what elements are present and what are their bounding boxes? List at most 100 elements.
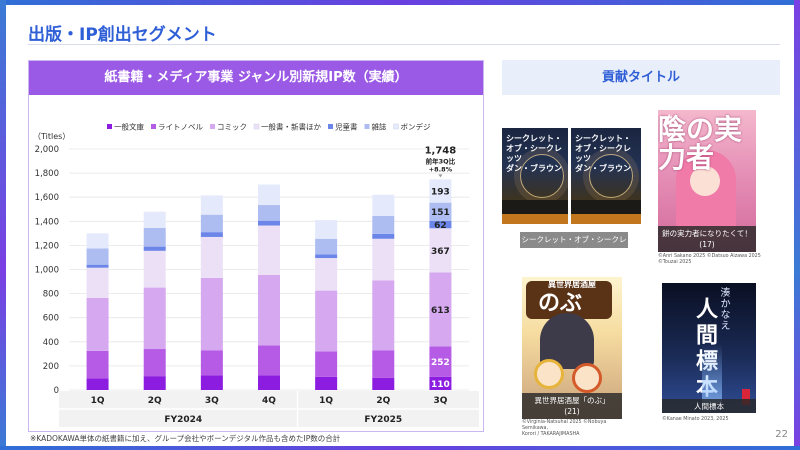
stacked-bar-chart: （Titles） 0 200 400 600 800 1,000 1,200 1,400 1,60… <box>33 122 479 427</box>
credit-eminence: ©Anri Sakano 2025 ©Datsuo Aizawa 2025 ©T… <box>658 254 761 265</box>
book-cover-eminence: 陰の実力者 たい 餅の実力者になりたくて！ (17) <box>658 110 756 252</box>
book-cover-ningen-hyouhon: 湊かなえ 人間標本 人間標本 <box>662 283 756 413</box>
growth-label-line2: +8.8% <box>429 165 453 173</box>
page-number: 22 <box>775 429 788 440</box>
bar-segment <box>372 238 395 281</box>
bar-segment <box>200 350 223 376</box>
character-face <box>690 166 720 196</box>
bar-segment <box>429 272 452 347</box>
bar-segment <box>372 377 395 390</box>
bar-segment <box>200 232 223 237</box>
y-tick-label: 600 <box>43 314 59 324</box>
bar-segment <box>315 238 338 255</box>
y-tick-label: 1,800 <box>35 169 59 179</box>
bar-segment <box>429 346 452 377</box>
y-tick-label: 400 <box>43 338 59 348</box>
legend-label: 一般文庫 <box>114 122 144 132</box>
x-tick-label: 1Q <box>91 396 105 406</box>
legend-swatch <box>364 124 370 129</box>
cover-top-title: 異世界居酒屋 <box>548 280 596 289</box>
book-cover-secret-of-secrets-b: シークレット・オブ・シークレッツ ダン・ブラウン <box>571 128 641 224</box>
data-label: 252 <box>431 358 450 368</box>
bar-segment <box>86 297 109 351</box>
y-tick-label: 1,200 <box>35 241 59 251</box>
y-tick-label: 1,600 <box>35 193 59 203</box>
bar-segment <box>86 248 109 265</box>
y-tick-label: 0 <box>54 386 59 396</box>
total-label: 1,748 <box>425 145 457 156</box>
caption-eminence: 餅の実力者になりたくて！ (17) <box>658 226 756 252</box>
bar-segment <box>143 227 166 247</box>
bar-segment <box>315 258 338 291</box>
bar-segment <box>86 378 109 390</box>
bar-segment <box>258 274 280 346</box>
y-tick-label: 1,000 <box>35 266 59 276</box>
bar-segment <box>86 264 109 268</box>
cover-logo: のぶ <box>538 291 583 316</box>
legend-label: ボンデジ <box>401 122 431 132</box>
growth-arrow <box>438 174 443 178</box>
cover-big-title: 陰の実力者 <box>658 113 743 174</box>
glow-motif <box>502 214 568 224</box>
legend-swatch <box>393 123 399 130</box>
credit-nobu: ©Virginia-Natsuhal 2025 ©Nobuya Semikawa… <box>522 420 607 437</box>
bar-segment <box>143 246 166 251</box>
bar-segment <box>372 194 395 216</box>
y-tick-label: 800 <box>43 290 59 300</box>
bar-segment <box>258 225 280 275</box>
bar-segment <box>200 195 223 215</box>
bar-segment <box>258 345 280 376</box>
bar-segment <box>429 179 452 203</box>
x-tick-label: 3Q <box>433 396 447 406</box>
x-group-label: FY2024 <box>164 415 202 425</box>
left-accent-bar <box>0 0 6 450</box>
y-tick-label: 2,000 <box>35 145 59 155</box>
character-face-left <box>534 359 564 389</box>
cover-author: 湊かなえ <box>718 287 729 331</box>
bar-segment <box>372 350 395 378</box>
light-beam-motif <box>702 343 722 403</box>
bar-segment <box>315 220 338 239</box>
y-tick-label: 200 <box>43 362 59 372</box>
legend-label: 児童書 <box>335 122 358 132</box>
bar-segment <box>200 375 223 390</box>
x-tick-label: 1Q <box>319 396 333 406</box>
contrib-header: 貢献タイトル <box>502 60 780 95</box>
top-accent-bar <box>0 0 800 5</box>
legend-label: コミック <box>217 123 247 132</box>
caption-ningen-hyouhon: 人間標本 <box>662 399 756 413</box>
data-label: 110 <box>431 380 450 390</box>
legend-label: 雑誌 <box>372 122 387 132</box>
legend-label: 一般書・新書ほか <box>261 122 321 132</box>
legend-swatch <box>328 124 333 129</box>
character-face-right <box>572 363 602 393</box>
bar-segment <box>372 280 395 351</box>
x-group-label: FY2025 <box>364 415 402 425</box>
caption-secret-of-secrets: シークレット・オブ・シークレッツ <box>520 232 628 255</box>
x-tick-label: 3Q <box>205 396 219 406</box>
bar-segment <box>258 375 280 390</box>
bar-segment <box>86 350 109 379</box>
legend-swatch <box>151 124 156 129</box>
book-cover-secret-of-secrets-a: シークレット・オブ・シークレッツ ダン・ブラウン <box>502 128 568 224</box>
bar-segment <box>143 376 166 390</box>
y-axis-label: （Titles） <box>33 132 70 141</box>
y-tick-label: 1,400 <box>35 217 59 227</box>
book-cover-nobu: のぶ 異世界居酒屋 異世界居酒屋「のぶ」 (21) <box>522 277 622 419</box>
bar-segment <box>200 277 223 351</box>
growth-label-line1: 前年3Q比 <box>426 156 456 165</box>
right-accent-bar <box>794 0 800 450</box>
bridge-motif <box>502 200 568 214</box>
bottom-accent-bar <box>0 446 800 450</box>
title-divider <box>28 44 780 45</box>
glow-motif <box>571 214 641 224</box>
bar-segment <box>429 202 452 221</box>
cover-small-title: たい <box>663 114 677 138</box>
legend-swatch <box>210 124 215 129</box>
bar-segment <box>200 214 223 233</box>
chart-header: 紙書籍・メディア事業 ジャンル別新規IP数（実績） <box>29 61 483 95</box>
bar-segment <box>315 376 338 390</box>
bar-segment <box>143 287 166 350</box>
data-label: 193 <box>431 187 450 197</box>
page-title: 出版・IP創出セグメント <box>28 25 217 45</box>
